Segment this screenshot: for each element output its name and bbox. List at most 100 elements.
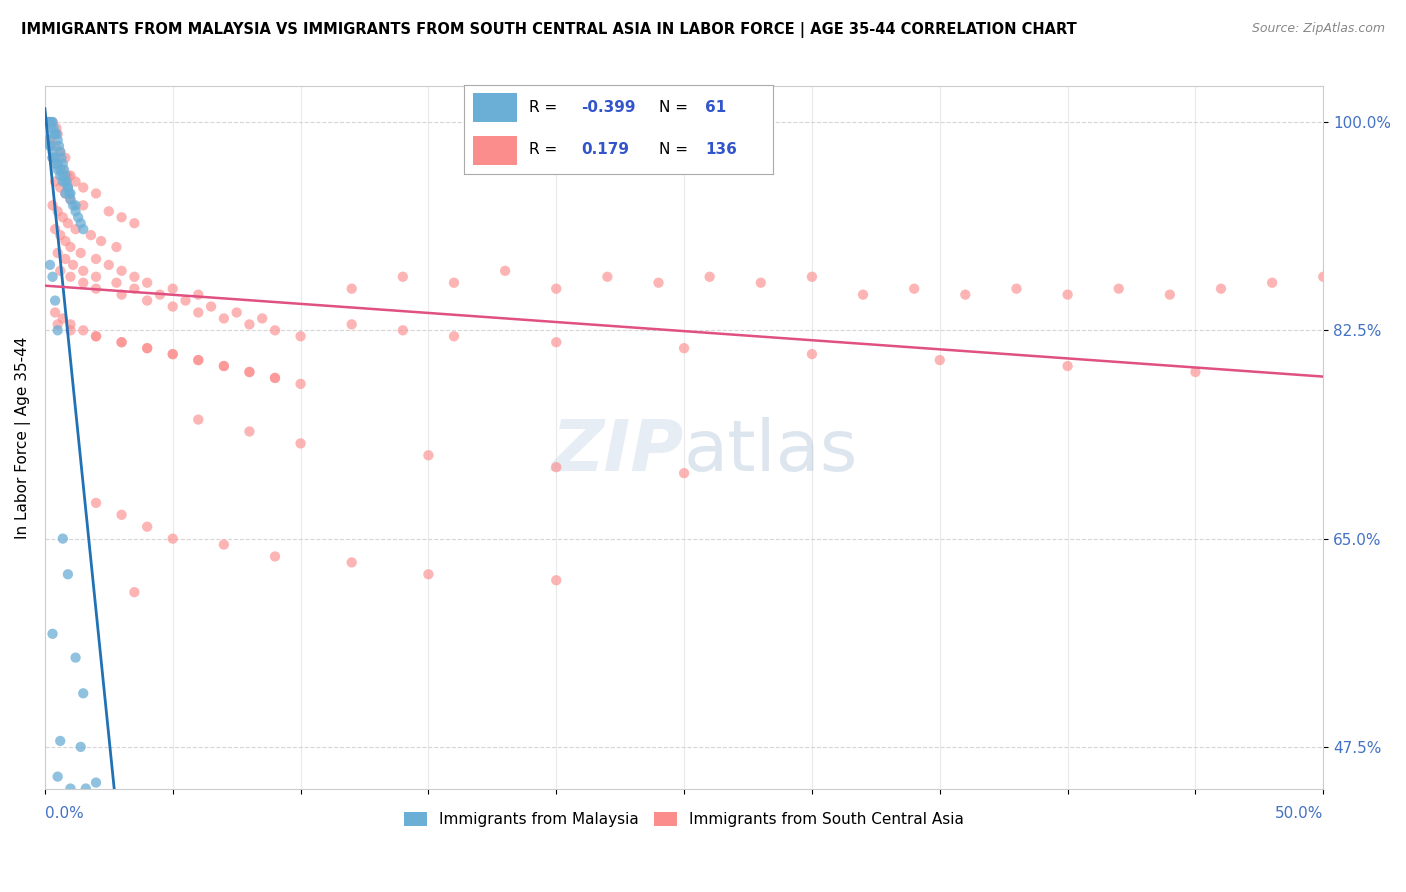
Point [39,115,62,129]
Point [124,282,146,296]
Point [39,133,62,147]
Point [41,198,63,212]
Point [37,133,59,147]
Point [340,282,363,296]
Point [62,198,84,212]
Text: 136: 136 [706,143,737,157]
Point [44,157,66,171]
Point [392,269,415,284]
Point [44,293,66,308]
Point [136,293,159,308]
Point [1312,269,1334,284]
Point [494,264,516,278]
Point [136,341,159,355]
Point [59,193,82,207]
Point [90,234,112,248]
Point [72,264,94,278]
Text: N =: N = [659,100,688,114]
Point [46,162,69,177]
Point [59,193,82,207]
Point [46,770,69,784]
Text: 0.179: 0.179 [582,143,630,157]
Point [162,300,184,314]
Point [69,246,91,260]
Point [84,775,107,789]
Point [110,264,132,278]
Point [46,323,69,337]
Point [290,329,312,343]
Point [42,121,65,136]
Point [110,508,132,522]
Point [49,145,72,159]
Point [418,448,440,462]
Point [46,157,69,171]
Point [546,574,568,588]
Point [72,198,94,212]
Bar [474,136,516,165]
Point [53,151,76,165]
Point [124,585,146,599]
Text: 50.0%: 50.0% [1275,806,1323,822]
Y-axis label: In Labor Force | Age 35-44: In Labor Force | Age 35-44 [15,336,31,539]
Point [38,115,60,129]
Point [162,347,184,361]
Point [53,169,76,183]
Point [59,186,82,201]
Point [39,115,62,129]
Point [212,359,235,373]
Point [110,335,132,350]
Point [59,269,82,284]
Point [84,329,107,343]
Point [238,318,260,332]
Point [162,532,184,546]
Point [65,198,87,212]
Point [59,169,82,183]
Point [59,781,82,796]
Point [673,466,696,480]
Point [187,305,209,319]
Point [49,228,72,243]
Text: N =: N = [659,143,688,157]
Point [49,162,72,177]
Point [67,211,90,225]
Point [1159,287,1181,301]
Point [162,282,184,296]
Point [52,788,75,802]
Point [65,204,87,219]
Point [39,258,62,272]
Point [56,216,79,230]
Point [124,269,146,284]
Point [41,627,63,641]
Point [162,347,184,361]
Point [56,180,79,194]
Point [46,157,69,171]
Point [174,293,197,308]
Point [42,127,65,141]
Point [44,151,66,165]
Point [290,436,312,450]
Point [238,425,260,439]
Point [72,222,94,236]
Point [59,240,82,254]
Point [1108,282,1130,296]
Point [84,186,107,201]
Point [56,169,79,183]
Point [673,341,696,355]
Point [290,376,312,391]
Point [105,276,128,290]
Point [53,175,76,189]
Point [41,115,63,129]
Text: ZIP: ZIP [551,417,685,486]
Point [84,496,107,510]
Point [800,347,823,361]
Point [212,359,235,373]
Point [46,246,69,260]
Point [39,139,62,153]
Point [41,115,63,129]
Point [51,151,73,165]
Point [45,127,67,141]
Point [52,532,75,546]
Point [45,121,67,136]
Point [38,115,60,129]
Point [250,311,273,326]
